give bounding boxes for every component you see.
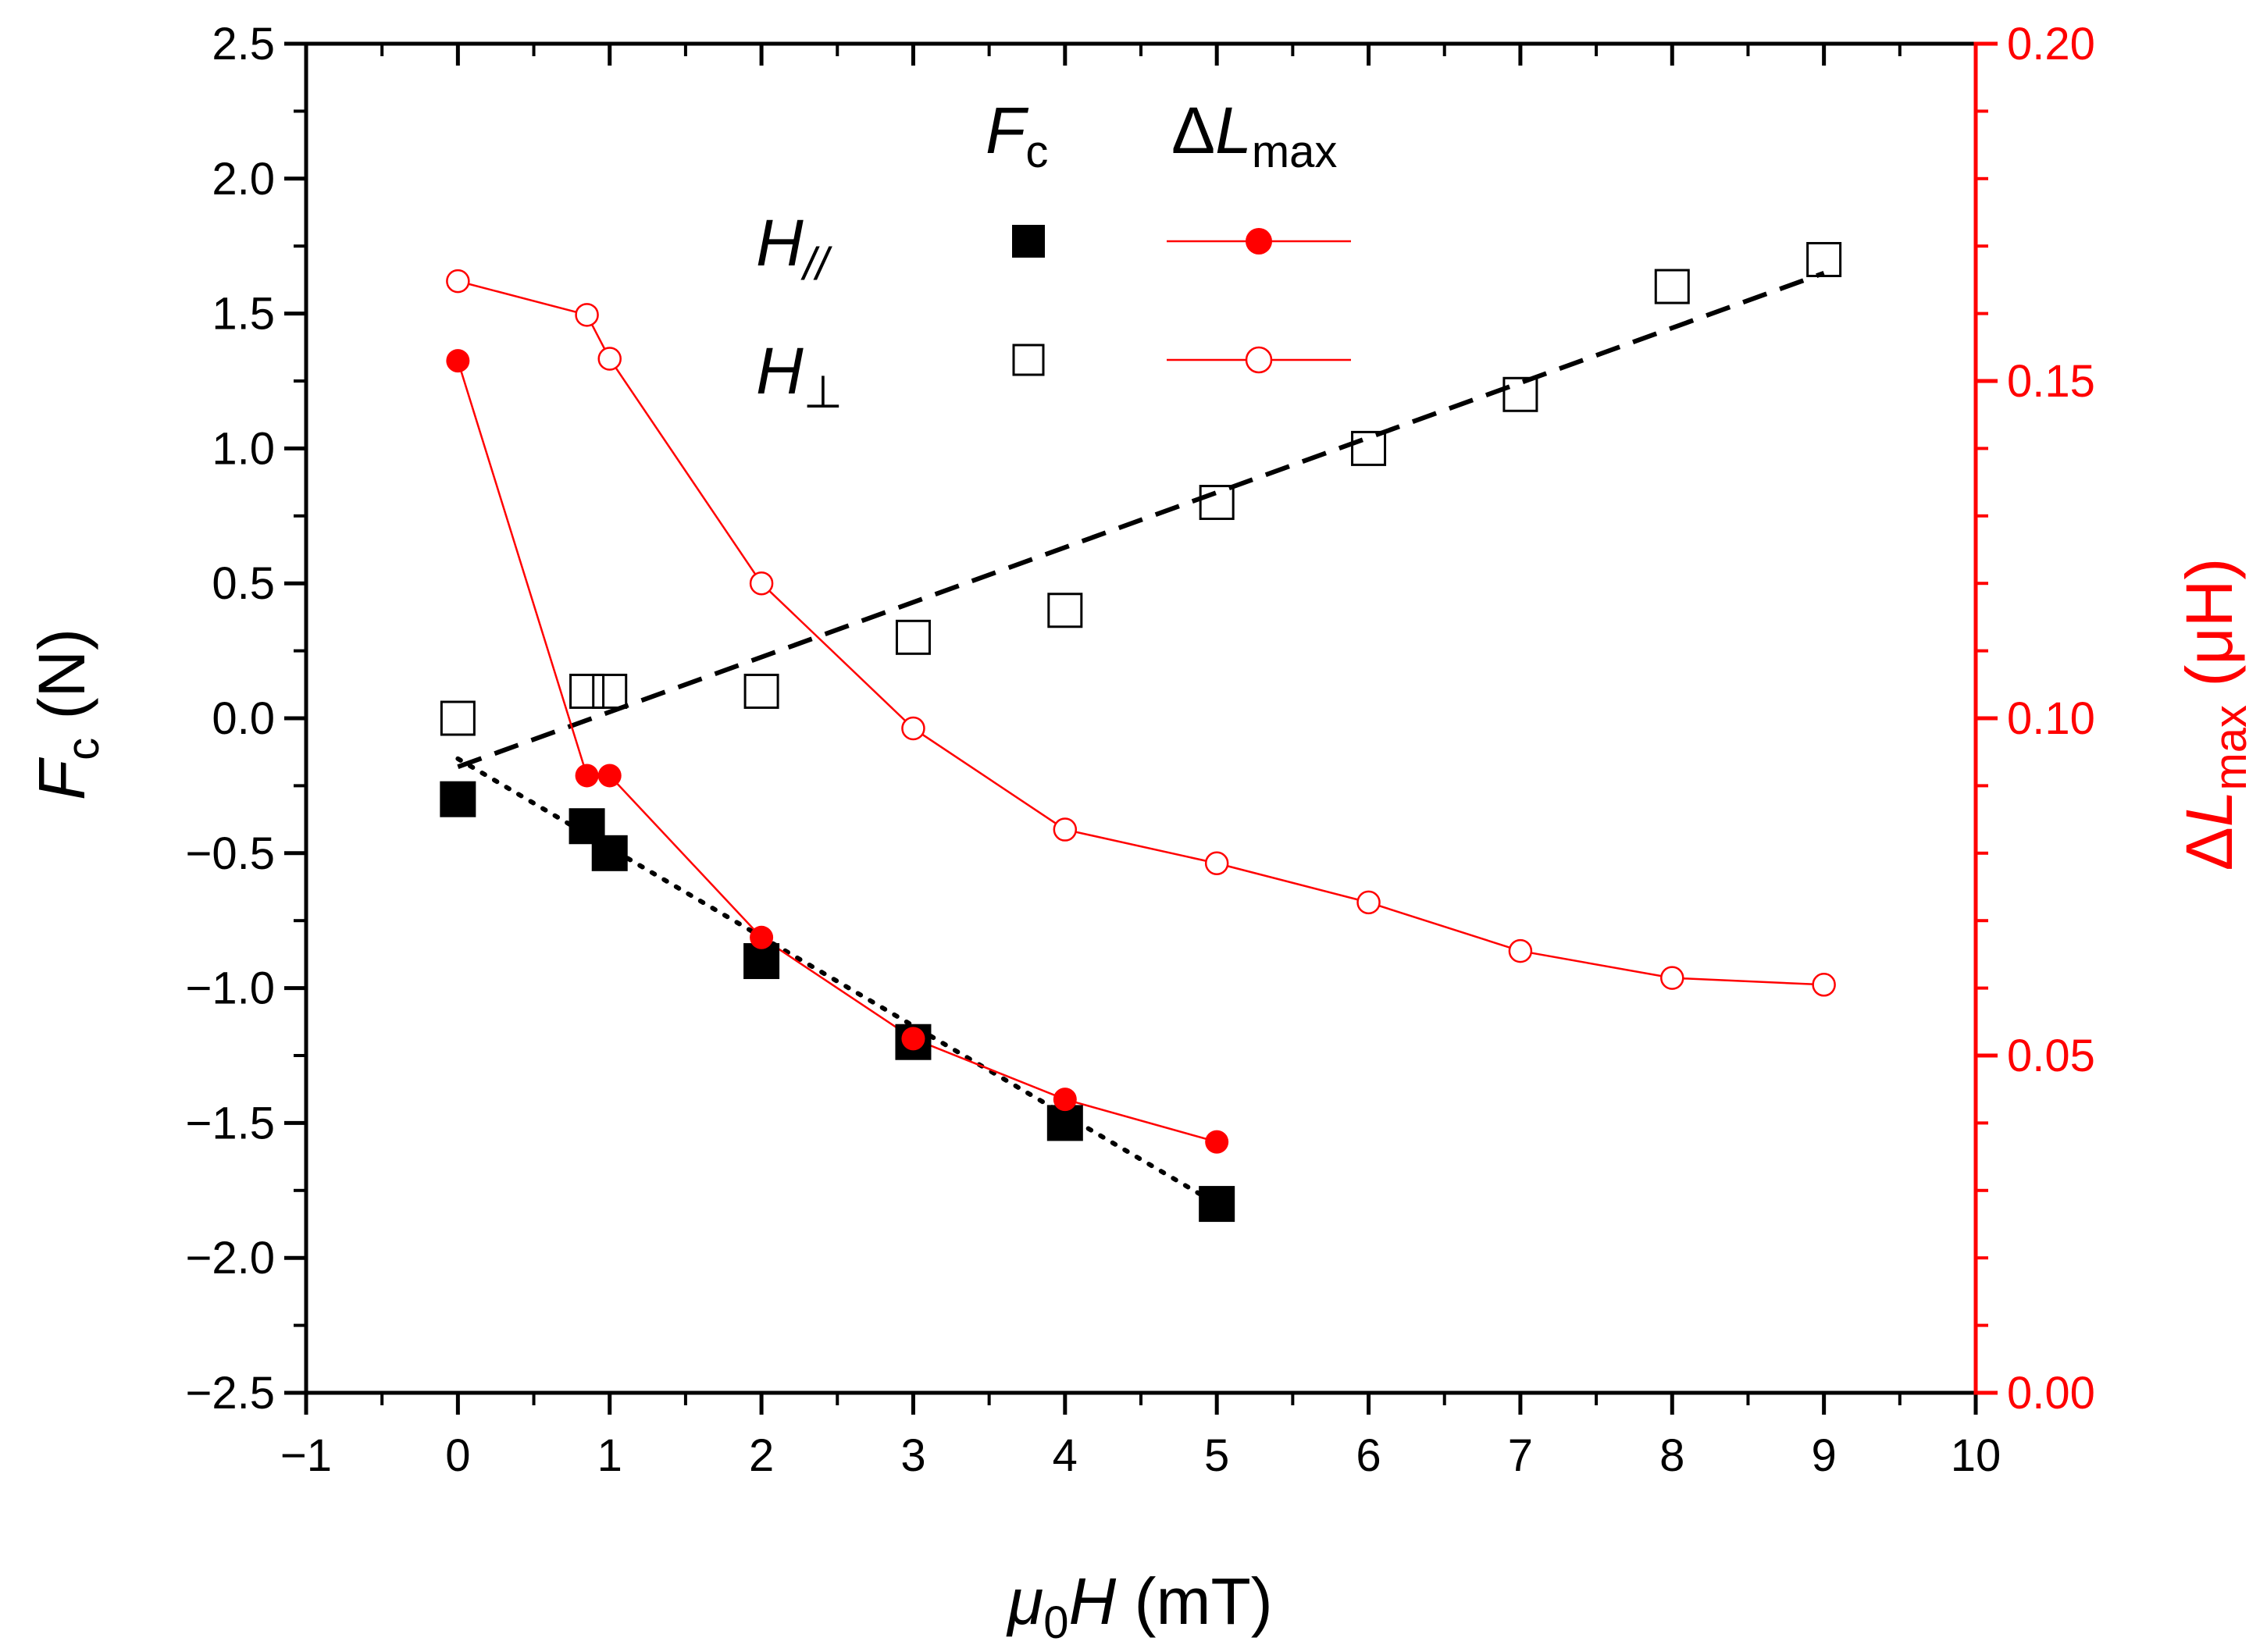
x-tick-label: 6: [1356, 1430, 1381, 1481]
data-point-open-circle: [1812, 973, 1836, 997]
data-point-open-circle: [749, 571, 774, 596]
legend-header-fc: Fc: [986, 94, 1048, 177]
data-point-filled-circle: [575, 764, 599, 788]
data-point-open-square: [592, 673, 628, 709]
x-tick-label: 1: [597, 1430, 622, 1481]
data-point-filled-circle: [446, 349, 470, 373]
x-tick-label: 10: [1951, 1430, 2001, 1481]
y-tick-label: 2.0: [212, 154, 275, 205]
legend-marker-open-square: [1012, 344, 1045, 376]
x-tick-label: 8: [1659, 1430, 1684, 1481]
y2-axis-label: ΔLmax (μH): [2173, 558, 2256, 871]
data-point-open-circle: [1356, 890, 1381, 915]
x-tick-label: 0: [445, 1430, 470, 1481]
y-tick-label: −2.5: [186, 1368, 276, 1419]
x-axis-label: μ0H (mT): [1006, 1565, 1273, 1648]
legend-marker-open-circle: [1245, 346, 1273, 374]
y-tick-label: 1.5: [212, 289, 275, 340]
legend-marker-filled-circle: [1246, 228, 1272, 255]
y2-tick-label: 0.10: [2007, 693, 2095, 744]
y2-tick-label: 0.05: [2007, 1031, 2095, 1081]
data-point-open-circle: [1204, 851, 1229, 876]
series-line: [457, 360, 1217, 1143]
x-tick-label: 7: [1508, 1430, 1533, 1481]
x-tick-label: 4: [1053, 1430, 1078, 1481]
data-point-open-square: [743, 673, 779, 709]
data-point-filled-circle: [750, 925, 774, 949]
y-tick-label: −2.0: [186, 1233, 276, 1284]
fit-line: [455, 756, 1220, 1207]
data-point-open-circle: [1660, 966, 1684, 990]
y-tick-label: 0.5: [212, 558, 275, 609]
data-point-open-square: [895, 619, 931, 655]
data-point-filled-circle: [1053, 1088, 1077, 1112]
x-tick-label: 9: [1812, 1430, 1837, 1481]
data-point-open-circle: [901, 716, 925, 741]
data-point-filled-circle: [1205, 1130, 1229, 1154]
data-point-open-circle: [1508, 938, 1533, 963]
x-tick-label: −1: [280, 1430, 332, 1481]
data-point-filled-square: [440, 781, 476, 817]
legend: Fc ΔLmax H// H⊥: [756, 94, 1351, 418]
y-axis-label: Fc (N): [25, 628, 109, 800]
series-lines: [457, 279, 1824, 1143]
data-point-open-square: [1199, 485, 1235, 521]
y2-tick-label: 0.15: [2007, 356, 2095, 407]
tick-labels: −1 0 1 2 3 4 5 6 7 8 9 10 −2.5 −2.0 −1.5 −1.0 −0.5 0.0 0.5…: [186, 19, 2095, 1481]
y-tick-label: −1.0: [186, 963, 276, 1014]
data-point-filled-circle: [597, 764, 622, 788]
data-point-open-square: [1654, 269, 1690, 304]
data-markers: [440, 241, 1842, 1223]
data-point-open-circle: [1053, 817, 1078, 842]
data-point-open-square: [1502, 376, 1538, 412]
data-point-open-circle: [446, 269, 470, 294]
y2-tick-label: 0.20: [2007, 19, 2095, 69]
data-point-open-square: [1047, 593, 1083, 628]
legend-marker-filled-square: [1012, 225, 1045, 258]
y-tick-label: 0.0: [212, 693, 275, 744]
y2-tick-label: 0.00: [2007, 1368, 2095, 1419]
legend-row-perpendicular: H⊥: [756, 334, 843, 418]
legend-row-parallel: H//: [756, 206, 833, 290]
data-point-open-circle: [575, 303, 599, 327]
y-tick-label: −0.5: [186, 828, 276, 879]
data-point-filled-square: [1199, 1186, 1235, 1223]
data-point-open-square: [440, 700, 476, 736]
plot-frame: [304, 41, 1978, 1395]
y-tick-label: 2.5: [212, 19, 275, 69]
x-tick-label: 2: [749, 1430, 774, 1481]
fit-lines: [455, 270, 1825, 1207]
legend-header-dlmax: ΔLmax: [1171, 94, 1337, 177]
y-tick-label: 1.0: [212, 423, 275, 474]
data-point-open-square: [1806, 241, 1842, 277]
data-point-filled-square: [591, 835, 628, 871]
x-tick-label: 5: [1204, 1430, 1229, 1481]
x-tick-label: 3: [900, 1430, 925, 1481]
data-point-open-square: [569, 673, 605, 709]
fit-line: [457, 270, 1825, 770]
axis-ticks: [284, 41, 1998, 1415]
data-point-open-circle: [597, 347, 622, 371]
data-point-open-square: [1351, 430, 1387, 466]
y-tick-label: −1.5: [186, 1098, 276, 1148]
data-point-filled-circle: [901, 1027, 925, 1051]
